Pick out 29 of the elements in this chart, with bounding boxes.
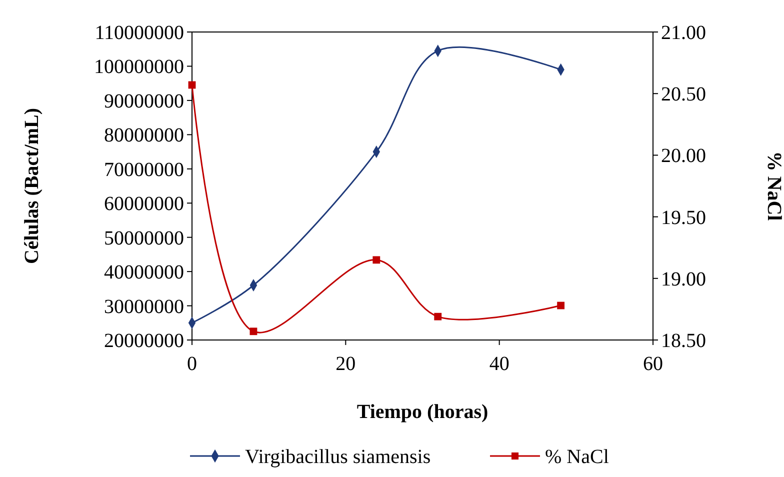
x-axis-title: Tiempo (horas): [356, 401, 488, 423]
y2-axis-title: % NaCl: [763, 151, 784, 222]
point: [557, 302, 565, 310]
y-tick-label: 80000000: [104, 124, 184, 147]
x-tick-label: 40: [489, 353, 510, 375]
y-tick-label: 30000000: [104, 296, 184, 318]
x-tick-label: 0: [187, 353, 197, 375]
y2-tick-label: 20.50: [661, 84, 706, 106]
y-tick-label: 100000000: [94, 56, 184, 78]
point: [250, 328, 258, 336]
y-tick-label: 60000000: [104, 193, 184, 216]
point: [372, 256, 380, 264]
point: [434, 312, 442, 320]
y-axis-title: Células (Bact/mL): [21, 108, 43, 264]
y-tick-label: 20000000: [104, 330, 184, 352]
y-tick-label: 40000000: [104, 262, 184, 284]
y-tick-label: 70000000: [104, 158, 184, 181]
y2-tick-label: 19.50: [661, 206, 706, 229]
x-tick-label: 60: [643, 353, 663, 375]
x-tick-label: 20: [336, 353, 356, 375]
y2-tick-label: 20.00: [661, 145, 706, 168]
y2-tick-label: 19.00: [661, 268, 706, 290]
y2-tick-label: 21.00: [661, 22, 706, 44]
legend-label: Virgibacillus siamensis: [245, 446, 431, 468]
y-tick-label: 110000000: [94, 22, 184, 44]
y-tick-label: 90000000: [104, 90, 184, 112]
y-tick-label: 50000000: [104, 227, 184, 250]
y2-tick-label: 18.50: [661, 330, 706, 352]
legend-label: % NaCl: [545, 446, 610, 468]
